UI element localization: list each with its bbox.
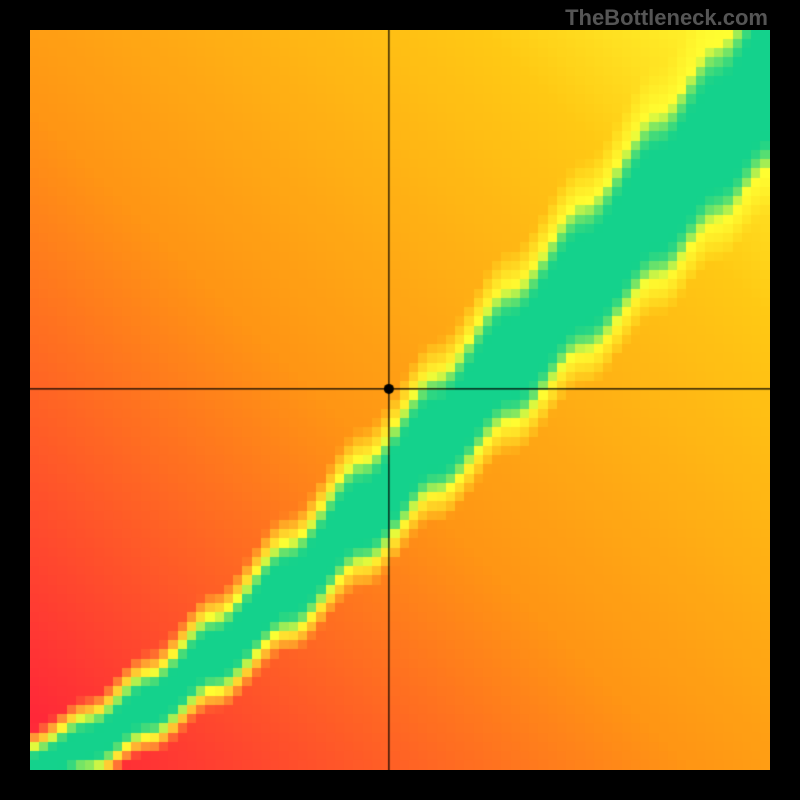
chart-container: { "watermark": "TheBottleneck.com", "cha… — [0, 0, 800, 800]
watermark-text: TheBottleneck.com — [565, 5, 768, 31]
bottleneck-heatmap — [30, 30, 770, 770]
